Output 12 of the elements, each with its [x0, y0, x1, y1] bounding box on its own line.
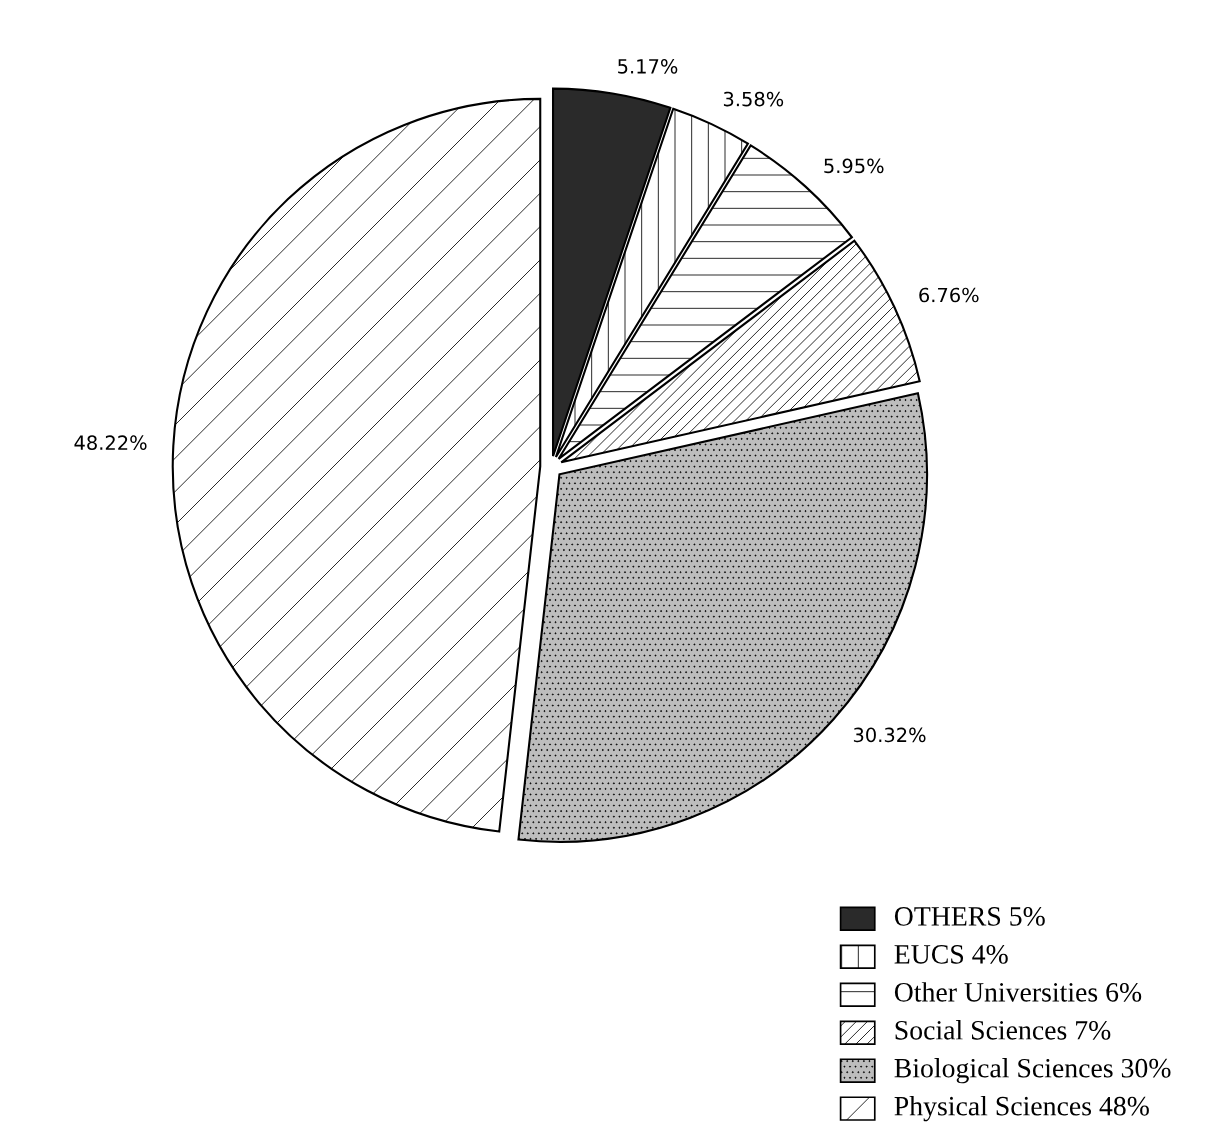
data-label: 5.95% [824, 158, 884, 174]
data-label: 3.58% [723, 91, 784, 107]
legend-label: OTHERS 5% [894, 907, 1045, 926]
legend-label: Other Universities 6% [894, 982, 1142, 1002]
data-label: 5.17% [618, 58, 678, 74]
data-label: 6.76% [919, 287, 979, 303]
data-label: 30.32% [853, 727, 926, 743]
legend-label: Physical Sciences 48% [894, 1095, 1149, 1122]
legend-label: Biological Sciences 30% [894, 1058, 1171, 1084]
data-label: 48.22% [74, 435, 147, 451]
legend-label: Social Sciences 7% [895, 1020, 1111, 1040]
legend-label: EUCS 4% [894, 944, 1008, 964]
